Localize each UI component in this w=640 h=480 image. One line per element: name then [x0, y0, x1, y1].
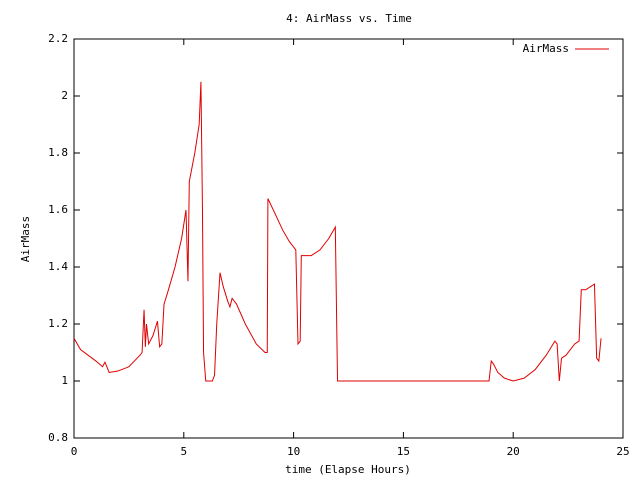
- y-tick-label: 0.8: [48, 431, 68, 444]
- y-axis-label: AirMass: [19, 216, 32, 262]
- chart-title: 4: AirMass vs. Time: [286, 12, 412, 25]
- x-tick-label: 15: [397, 445, 410, 458]
- y-tick-label: 2.2: [48, 32, 68, 45]
- x-tick-label: 20: [507, 445, 520, 458]
- y-tick-label: 1.6: [48, 203, 68, 216]
- y-tick-label: 1.8: [48, 146, 68, 159]
- y-tick-label: 2: [61, 89, 68, 102]
- y-tick-label: 1.2: [48, 317, 68, 330]
- plot-border: [73, 38, 624, 439]
- x-axis-label: time (Elapse Hours): [285, 463, 411, 476]
- x-tick-label: 5: [180, 445, 187, 458]
- legend-label: AirMass: [523, 42, 569, 55]
- y-tick-label: 1: [61, 374, 68, 387]
- x-tick-label: 0: [71, 445, 78, 458]
- y-tick-label: 1.4: [48, 260, 68, 273]
- data-line: [73, 81, 602, 382]
- x-tick-label: 10: [287, 445, 300, 458]
- x-tick-label: 25: [616, 445, 629, 458]
